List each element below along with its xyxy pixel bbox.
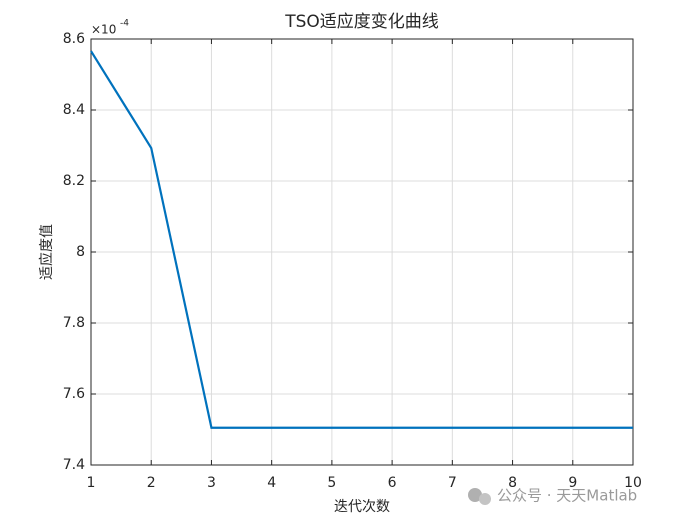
x-tick-label: 9 [568, 475, 577, 491]
chart-title: TSO适应度变化曲线 [284, 12, 439, 32]
y-tick-label: 8 [76, 244, 85, 260]
watermark-icon [468, 488, 491, 505]
x-tick-label: 1 [87, 475, 96, 491]
x-tick-label: 10 [624, 475, 642, 491]
y-multiplier: ×10 [91, 23, 116, 37]
x-tick-label: 4 [267, 475, 276, 491]
x-axis-label: 迭代次数 [334, 499, 390, 515]
data-line [90, 50, 633, 429]
y-tick-label: 7.4 [63, 457, 85, 473]
x-tick-label: 2 [147, 475, 156, 491]
y-tick-label: 8.2 [63, 173, 85, 189]
x-tick-label: 5 [327, 475, 336, 491]
x-tick-label: 8 [508, 475, 517, 491]
plot-frame [90, 38, 634, 466]
y-tick-label: 7.6 [63, 386, 85, 402]
watermark: 公众号 · 天天Matlab [497, 487, 637, 505]
y-tick-label: 8.4 [63, 102, 85, 118]
x-tick-label: 3 [207, 475, 216, 491]
y-axis-label: 适应度值 [38, 224, 55, 280]
y-tick-label: 7.8 [63, 315, 85, 331]
x-tick-label: 7 [448, 475, 457, 491]
y-multiplier-exponent: -4 [120, 19, 129, 29]
x-tick-label: 6 [388, 475, 397, 491]
y-tick-label: 8.6 [63, 31, 85, 47]
